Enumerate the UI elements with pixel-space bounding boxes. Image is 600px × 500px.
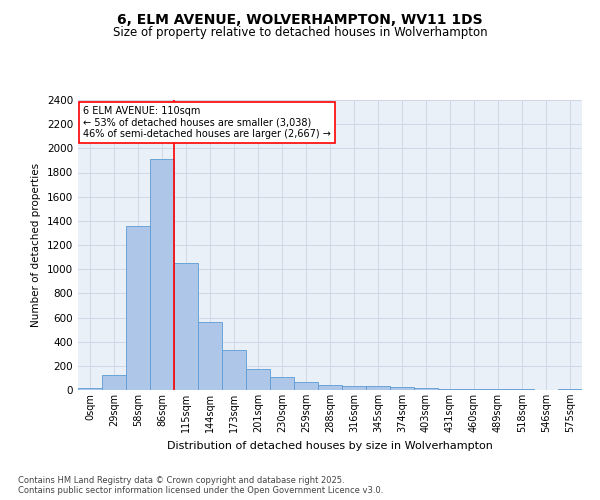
Bar — [390, 387, 414, 390]
Bar — [318, 385, 342, 390]
Bar — [342, 386, 366, 390]
Bar — [102, 375, 126, 390]
X-axis label: Distribution of detached houses by size in Wolverhampton: Distribution of detached houses by size … — [167, 440, 493, 450]
Text: 6 ELM AVENUE: 110sqm
← 53% of detached houses are smaller (3,038)
46% of semi-de: 6 ELM AVENUE: 110sqm ← 53% of detached h… — [83, 106, 331, 139]
Bar — [414, 388, 438, 390]
Text: Contains HM Land Registry data © Crown copyright and database right 2025.
Contai: Contains HM Land Registry data © Crown c… — [18, 476, 383, 495]
Bar — [294, 382, 318, 390]
Bar — [222, 350, 246, 390]
Bar — [198, 322, 222, 390]
Text: Size of property relative to detached houses in Wolverhampton: Size of property relative to detached ho… — [113, 26, 487, 39]
Bar — [366, 386, 390, 390]
Bar — [78, 388, 102, 390]
Bar — [126, 226, 150, 390]
Y-axis label: Number of detached properties: Number of detached properties — [31, 163, 41, 327]
Bar — [174, 262, 198, 390]
Bar — [270, 376, 294, 390]
Bar — [246, 370, 270, 390]
Bar — [558, 389, 582, 390]
Bar — [150, 159, 174, 390]
Text: 6, ELM AVENUE, WOLVERHAMPTON, WV11 1DS: 6, ELM AVENUE, WOLVERHAMPTON, WV11 1DS — [117, 12, 483, 26]
